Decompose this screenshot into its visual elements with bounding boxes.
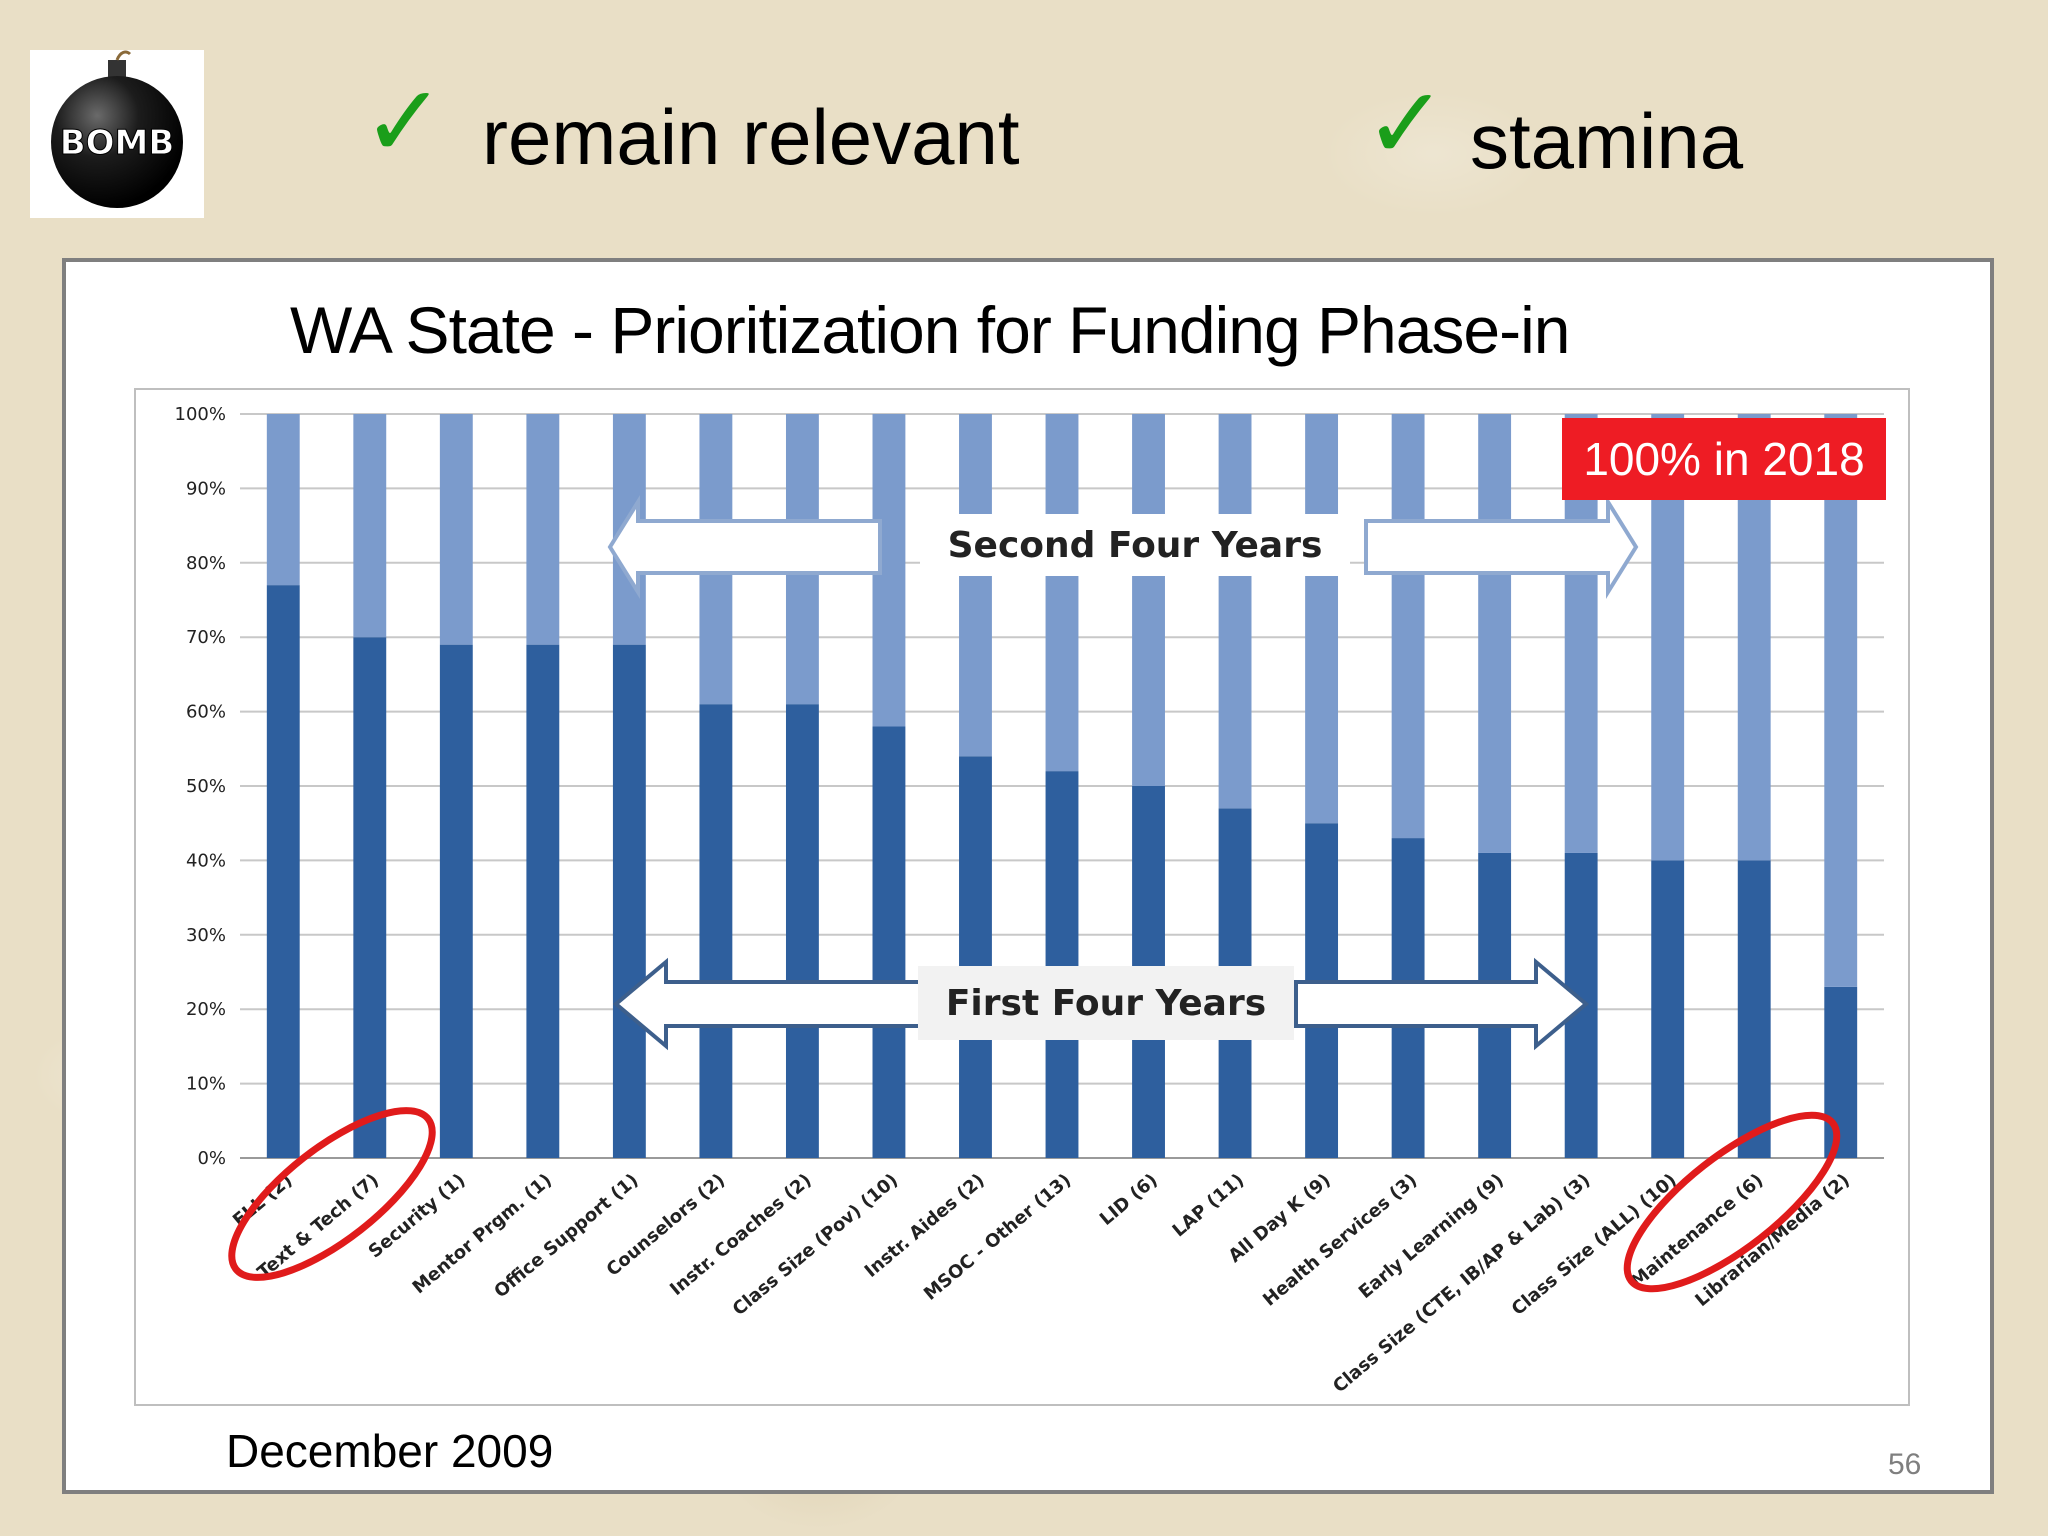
bar-second-10: [1132, 414, 1165, 786]
bar-first-17: [1737, 860, 1771, 1158]
bar-second-14: [1478, 414, 1512, 853]
y-tick-labels: 0% 10% 20% 30% 40% 50% 60% 70% 80% 90% 100%: [175, 404, 226, 1169]
bar-second-11: [1218, 414, 1252, 809]
bomb-logo: BOMB: [30, 50, 204, 218]
x-tick-label: MSOC - Other (13): [920, 1170, 1075, 1305]
first-four-years-label: First Four Years: [918, 966, 1294, 1040]
bar-first-8: [959, 756, 992, 1158]
left-arrow-second: [607, 495, 882, 599]
right-arrow-first: [1294, 957, 1590, 1051]
badge-100-in-2018: 100% in 2018: [1562, 418, 1886, 500]
bar-first-1: [353, 637, 387, 1158]
x-tick-label: Instr. Coaches (2): [666, 1170, 816, 1300]
x-tick-label: Early Learning (9): [1355, 1170, 1508, 1303]
bar-second-2: [439, 414, 473, 645]
y-tick-label: 30%: [186, 925, 226, 946]
footer-date: December 2009: [226, 1425, 554, 1477]
x-tick-labels: ELL (2)Text & Tech (7)Security (1)Mentor…: [229, 1170, 1854, 1397]
bar-second-3: [526, 414, 560, 645]
x-tick-label: LID (6): [1096, 1170, 1162, 1230]
bar-first-3: [526, 644, 560, 1158]
y-tick-label: 60%: [186, 702, 226, 723]
bar-first-5: [699, 704, 733, 1158]
bar-first-6: [785, 704, 819, 1158]
bar-second-18: [1824, 414, 1858, 987]
y-tick-label: 50%: [186, 776, 226, 797]
header-item-stamina: stamina: [1470, 97, 1744, 185]
y-tick-label: 0%: [197, 1148, 226, 1169]
check-icon-1: ✓: [362, 63, 446, 180]
x-tick-label: Mentor Prgm. (1): [409, 1170, 556, 1298]
bar-second-9: [1045, 414, 1079, 772]
bar-second-1: [353, 414, 387, 638]
y-tick-label: 40%: [186, 850, 226, 871]
y-tick-label: 100%: [175, 404, 226, 425]
y-tick-label: 80%: [186, 553, 226, 574]
x-tick-label: Office Support (1): [490, 1170, 642, 1303]
header-item-remain-relevant: remain relevant: [482, 93, 1020, 181]
y-tick-label: 70%: [186, 627, 226, 648]
bar-first-18: [1824, 986, 1858, 1158]
page-number: 56: [1888, 1448, 1922, 1481]
bomb-icon: BOMB: [51, 50, 183, 208]
bar-second-12: [1305, 414, 1339, 824]
arrows: [228, 495, 1841, 1293]
y-tick-label: 10%: [186, 1074, 226, 1095]
y-tick-label: 20%: [186, 999, 226, 1020]
x-tick-label: Librarian/Media (2): [1691, 1170, 1854, 1311]
x-tick-label: Health Services (3): [1259, 1170, 1421, 1311]
right-arrow-second: [1364, 495, 1639, 599]
left-arrow-first: [612, 957, 928, 1051]
red-circle-text-tech: [228, 1107, 436, 1281]
check-icon-2: ✓: [1364, 65, 1448, 182]
bar-first-4: [612, 644, 646, 1158]
bar-second-0: [266, 414, 300, 586]
second-four-years-label: Second Four Years: [920, 514, 1350, 576]
chart-title: WA State - Prioritization for Funding Ph…: [290, 293, 1570, 367]
red-circle-librarian: [1623, 1111, 1841, 1293]
bar-second-8: [959, 414, 992, 757]
bar-first-9: [1045, 771, 1079, 1158]
bar-first-2: [439, 644, 473, 1158]
bar-first-16: [1651, 860, 1685, 1158]
bar-first-7: [872, 726, 906, 1158]
x-tick-label: Class Size (Pov) (10): [729, 1170, 902, 1320]
bar-second-13: [1391, 414, 1425, 839]
x-tick-label: Class Size (ALL) (10): [1508, 1170, 1681, 1320]
y-tick-label: 90%: [186, 478, 226, 499]
bomb-logo-text: BOMB: [60, 123, 175, 163]
x-tick-label: LAP (11): [1169, 1170, 1249, 1242]
bar-first-0: [266, 585, 300, 1158]
